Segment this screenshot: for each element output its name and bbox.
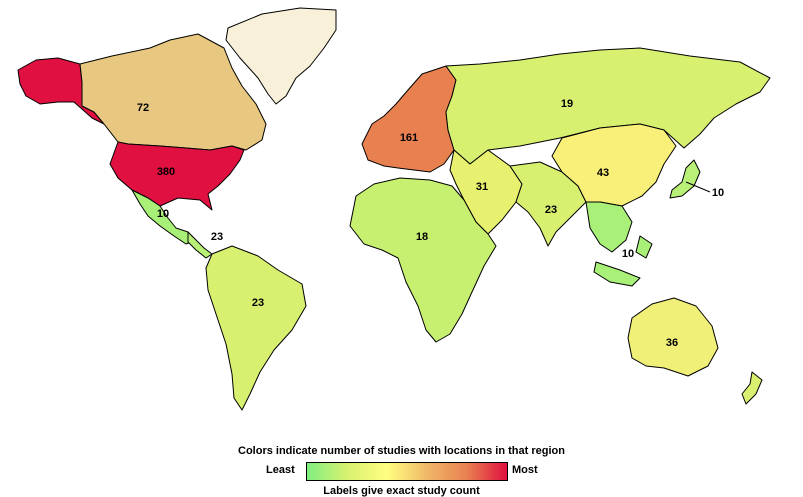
count-label-southeast-asia: 10 [622, 248, 634, 260]
count-label-africa: 18 [416, 231, 428, 243]
region-canada[interactable] [79, 33, 267, 151]
region-new-zealand[interactable] [741, 371, 763, 405]
region-australia[interactable] [627, 297, 719, 377]
count-label-japan: 10 [712, 187, 724, 199]
region-europe[interactable] [361, 65, 457, 173]
legend-footer: Labels give exact study count [323, 485, 480, 497]
count-label-australia: 36 [666, 337, 678, 349]
region-japan[interactable] [669, 159, 701, 199]
count-label-middle-east: 31 [476, 181, 488, 193]
region-southeast-asia[interactable] [585, 201, 653, 287]
legend: Least Most [0, 461, 803, 481]
region-east-asia[interactable] [551, 123, 677, 207]
count-label-canada: 72 [137, 102, 149, 114]
region-usa[interactable] [109, 141, 245, 211]
legend-gradient-bar [306, 462, 508, 481]
legend-title: Colors indicate number of studies with l… [238, 445, 565, 457]
legend-least-label: Least [266, 464, 295, 476]
japan-leader-line [685, 181, 711, 193]
legend-most-label: Most [512, 464, 538, 476]
region-greenland[interactable] [225, 7, 337, 105]
region-south-america[interactable] [205, 245, 307, 411]
region-russia[interactable] [445, 47, 771, 165]
count-label-south-america: 23 [252, 297, 264, 309]
count-label-east-asia: 43 [597, 167, 609, 179]
count-label-central-america: 23 [211, 231, 223, 243]
count-label-south-asia: 23 [545, 204, 557, 216]
count-label-russia: 19 [561, 98, 573, 110]
count-label-usa: 380 [157, 166, 175, 178]
region-central-america[interactable] [187, 231, 213, 259]
count-label-mexico: 10 [157, 208, 169, 220]
count-label-europe: 161 [400, 132, 418, 144]
region-middle-east[interactable] [449, 149, 523, 235]
region-africa[interactable] [349, 177, 497, 343]
